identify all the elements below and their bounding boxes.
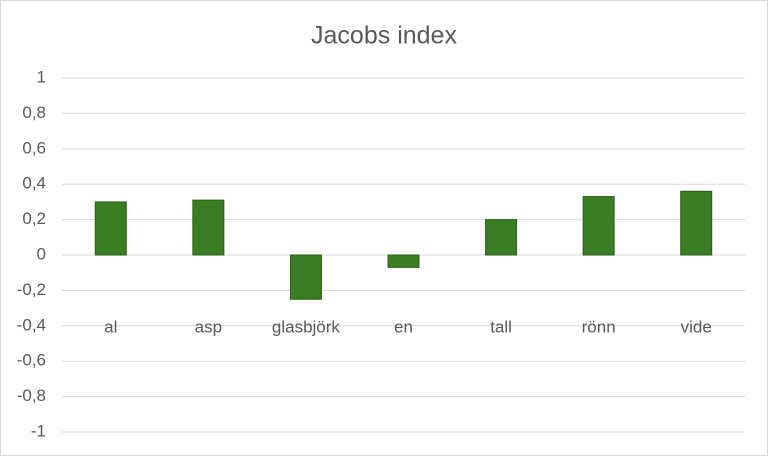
bar <box>192 199 225 256</box>
chart-title: Jacobs index <box>311 22 457 50</box>
x-tick-label: en <box>394 317 413 336</box>
y-tick-label: 0 <box>37 244 46 263</box>
x-tick-label: asp <box>195 317 222 336</box>
y-tick-label: 0,6 <box>22 138 46 157</box>
y-tick-label: -0,4 <box>17 315 46 334</box>
x-tick-label: al <box>104 317 117 336</box>
bar <box>387 254 420 268</box>
bar <box>94 201 127 256</box>
y-tick-label: 1 <box>37 67 46 86</box>
bar <box>582 196 615 256</box>
y-tick-label: 0,8 <box>22 103 46 122</box>
y-tick-label: 0,2 <box>22 209 46 228</box>
x-tick-label: tall <box>490 317 512 336</box>
x-tick-label: glasbjörk <box>272 317 341 336</box>
y-tick-label: -1 <box>31 421 46 440</box>
y-tick-label: 0,4 <box>22 174 46 193</box>
y-tick-label: -0,8 <box>17 386 46 405</box>
x-tick-label: vide <box>681 317 712 336</box>
y-tick-label: -0,6 <box>17 351 46 370</box>
x-tick-label: rönn <box>582 317 616 336</box>
y-tick-label: -0,2 <box>17 280 46 299</box>
bar <box>680 190 713 256</box>
bar <box>485 219 518 256</box>
bar <box>289 254 322 300</box>
